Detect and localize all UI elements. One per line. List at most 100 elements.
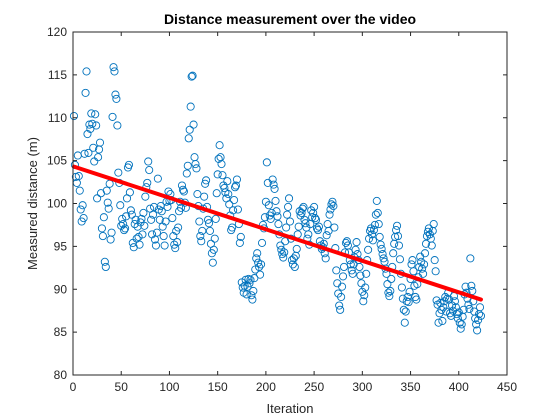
scatter-point	[310, 202, 319, 211]
scatter-point	[187, 72, 196, 81]
scatter-point	[120, 226, 129, 235]
scatter-point	[328, 197, 337, 206]
scatter-point	[86, 124, 95, 133]
scatter-point	[75, 186, 84, 195]
x-tick-label: 450	[497, 380, 517, 394]
scatter-point	[249, 286, 258, 296]
scatter-point	[468, 286, 477, 296]
scatter-point	[208, 258, 217, 267]
scatter-point	[159, 232, 168, 241]
scatter-point	[298, 204, 307, 213]
axis-ticks: 0 50 100 150 200 250 300 350 400 450 80 85 90 95 100 10…	[47, 25, 517, 394]
scatter-point	[202, 176, 211, 185]
scatter-point	[140, 221, 149, 230]
scatter-point	[182, 169, 191, 178]
scatter-point	[338, 282, 347, 291]
scatter-point	[430, 256, 439, 265]
scatter-point	[230, 196, 239, 205]
scatter-point	[236, 232, 245, 241]
scatter-point	[290, 262, 299, 272]
scatter-point	[135, 240, 144, 249]
scatter-point	[183, 161, 192, 170]
scatter-point	[321, 254, 330, 263]
scatter-point	[375, 232, 384, 241]
scatter-point	[257, 238, 267, 247]
scatter-point	[250, 274, 259, 283]
scatter-point	[157, 207, 166, 216]
scatter-point	[130, 220, 139, 229]
scatter-point	[189, 120, 198, 129]
y-tick-label: 110	[48, 111, 67, 125]
x-tick-label: 300	[352, 380, 372, 394]
scatter-point	[423, 227, 432, 236]
scatter-point	[465, 304, 474, 314]
scatter-point	[370, 220, 379, 229]
scatter-point	[324, 226, 333, 235]
scatter-point	[325, 210, 334, 219]
scatter-point	[264, 201, 273, 210]
scatter-point	[176, 203, 186, 212]
scatter-point	[369, 226, 378, 235]
scatter-point	[329, 202, 338, 211]
scatter-point	[392, 221, 402, 230]
scatter-point	[456, 324, 465, 333]
x-tick-label: 50	[115, 380, 129, 394]
scatter-point	[255, 262, 264, 272]
scatter-point	[253, 249, 262, 258]
scatter-point	[289, 254, 298, 263]
scatter-point	[429, 220, 438, 229]
scatter-point	[270, 184, 279, 193]
scatter-point	[184, 134, 193, 143]
scatter-point	[124, 160, 133, 169]
scatter-point	[400, 318, 409, 327]
scatter-point	[466, 254, 475, 263]
scatter-point	[224, 190, 233, 199]
scatter-point	[447, 311, 456, 320]
scatter-point	[294, 222, 303, 231]
x-tick-label: 100	[159, 380, 179, 394]
scatter-point	[419, 269, 428, 278]
scatter-point	[126, 206, 135, 215]
scatter-point	[371, 210, 380, 219]
scatter-point	[153, 174, 162, 183]
scatter-point	[98, 232, 107, 241]
scatter-point	[437, 305, 446, 314]
scatter-point	[283, 210, 292, 219]
scatter-point	[76, 205, 85, 214]
scatter-point	[337, 292, 346, 302]
scatter-point	[438, 316, 447, 326]
scatter-point	[185, 125, 194, 134]
scatter-point	[246, 275, 255, 284]
scatter-point	[266, 214, 275, 223]
scatter-point	[399, 305, 408, 314]
scatter-point	[304, 230, 313, 239]
scatter-point	[225, 200, 234, 209]
scatter-point	[421, 239, 431, 248]
scatter-point	[459, 305, 468, 314]
scatter-point	[351, 245, 360, 254]
scatter-point	[352, 238, 361, 247]
scatter-point	[213, 170, 222, 179]
scatter-point	[377, 244, 386, 253]
scatter-point	[114, 168, 123, 177]
scatter-point	[378, 250, 387, 259]
scatter-point	[242, 290, 251, 299]
scatter-point	[360, 291, 369, 300]
scatter-point	[91, 110, 100, 119]
scatter-point	[155, 215, 164, 224]
scatter-point	[74, 172, 83, 181]
scatter-point	[392, 226, 401, 235]
scatter-point	[97, 224, 106, 233]
scatter-point	[111, 90, 120, 99]
scatter-point	[119, 220, 128, 229]
scatter-point	[248, 295, 257, 304]
scatter-point	[238, 283, 247, 292]
scatter-point	[121, 224, 130, 233]
scatter-point	[151, 241, 160, 250]
scatter-point	[404, 298, 413, 307]
scatter-point	[141, 192, 150, 201]
scatter-point	[427, 241, 436, 250]
scatter-point	[125, 188, 134, 197]
scatter-point	[127, 210, 136, 219]
